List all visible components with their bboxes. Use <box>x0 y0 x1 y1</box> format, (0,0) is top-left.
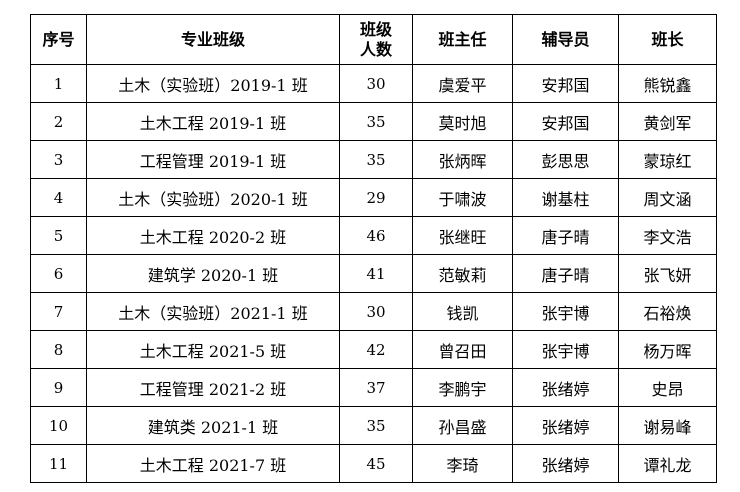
cell-class-name: 土木工程 2019-1 班 <box>86 102 340 141</box>
cell-head-teacher: 张炳晖 <box>412 140 513 179</box>
cell-class-count: 35 <box>339 140 413 179</box>
header-row: 序号 专业班级 班级 人数 班主任 辅导员 班长 <box>30 14 717 65</box>
cell-seq: 7 <box>30 292 87 331</box>
table-row: 8 土木工程 2021-5 班 42 曾召田 张宇博 杨万晖 <box>30 330 717 369</box>
cell-seq: 5 <box>30 216 87 255</box>
cell-class-name: 土木（实验班）2021-1 班 <box>86 292 340 331</box>
cell-head-teacher: 钱凯 <box>412 292 513 331</box>
cell-class-count: 35 <box>339 406 413 445</box>
table-row: 7 土木（实验班）2021-1 班 30 钱凯 张宇博 石裕焕 <box>30 292 717 331</box>
header-counselor: 辅导员 <box>512 14 619 65</box>
cell-class-count: 30 <box>339 64 413 103</box>
table-row: 9 工程管理 2021-2 班 37 李鹏宇 张绪婷 史昂 <box>30 368 717 407</box>
cell-counselor: 张宇博 <box>512 330 619 369</box>
header-seq: 序号 <box>30 14 87 65</box>
header-class-count-line2: 人数 <box>359 39 392 59</box>
cell-monitor: 谭礼龙 <box>618 444 717 483</box>
class-roster-table: 序号 专业班级 班级 人数 班主任 辅导员 班长 1 土木（实验班）2019-1… <box>30 14 717 483</box>
cell-head-teacher: 李琦 <box>412 444 513 483</box>
cell-monitor: 谢易峰 <box>618 406 717 445</box>
cell-head-teacher: 于啸波 <box>412 178 513 217</box>
cell-class-name: 建筑类 2021-1 班 <box>86 406 340 445</box>
header-class-count: 班级 人数 <box>339 14 413 65</box>
cell-class-count: 30 <box>339 292 413 331</box>
cell-counselor: 张宇博 <box>512 292 619 331</box>
cell-class-count: 42 <box>339 330 413 369</box>
cell-class-name: 土木（实验班）2019-1 班 <box>86 64 340 103</box>
cell-seq: 11 <box>30 444 87 483</box>
cell-head-teacher: 孙昌盛 <box>412 406 513 445</box>
cell-head-teacher: 莫时旭 <box>412 102 513 141</box>
cell-counselor: 张绪婷 <box>512 368 619 407</box>
table-body: 1 土木（实验班）2019-1 班 30 虞爱平 安邦国 熊锐鑫 2 土木工程 … <box>30 64 717 483</box>
cell-class-name: 土木工程 2021-5 班 <box>86 330 340 369</box>
cell-head-teacher: 虞爱平 <box>412 64 513 103</box>
header-class-count-line1: 班级 <box>359 19 392 39</box>
cell-class-name: 建筑学 2020-1 班 <box>86 254 340 293</box>
cell-counselor: 安邦国 <box>512 102 619 141</box>
cell-class-name: 土木工程 2020-2 班 <box>86 216 340 255</box>
table-row: 5 土木工程 2020-2 班 46 张继旺 唐子晴 李文浩 <box>30 216 717 255</box>
cell-head-teacher: 曾召田 <box>412 330 513 369</box>
cell-class-name: 土木（实验班）2020-1 班 <box>86 178 340 217</box>
cell-monitor: 石裕焕 <box>618 292 717 331</box>
header-monitor: 班长 <box>618 14 717 65</box>
table-header: 序号 专业班级 班级 人数 班主任 辅导员 班长 <box>30 14 717 65</box>
cell-seq: 1 <box>30 64 87 103</box>
cell-head-teacher: 范敏莉 <box>412 254 513 293</box>
cell-monitor: 张飞妍 <box>618 254 717 293</box>
cell-seq: 8 <box>30 330 87 369</box>
cell-class-count: 29 <box>339 178 413 217</box>
cell-monitor: 黄剑军 <box>618 102 717 141</box>
cell-seq: 3 <box>30 140 87 179</box>
table-row: 1 土木（实验班）2019-1 班 30 虞爱平 安邦国 熊锐鑫 <box>30 64 717 103</box>
cell-counselor: 谢基柱 <box>512 178 619 217</box>
table-row: 11 土木工程 2021-7 班 45 李琦 张绪婷 谭礼龙 <box>30 444 717 483</box>
cell-counselor: 张绪婷 <box>512 444 619 483</box>
header-head-teacher: 班主任 <box>412 14 513 65</box>
cell-class-name: 土木工程 2021-7 班 <box>86 444 340 483</box>
cell-monitor: 杨万晖 <box>618 330 717 369</box>
cell-head-teacher: 张继旺 <box>412 216 513 255</box>
cell-seq: 10 <box>30 406 87 445</box>
cell-monitor: 蒙琼红 <box>618 140 717 179</box>
cell-seq: 4 <box>30 178 87 217</box>
cell-counselor: 唐子晴 <box>512 254 619 293</box>
cell-seq: 9 <box>30 368 87 407</box>
header-class-name: 专业班级 <box>86 14 340 65</box>
cell-class-count: 37 <box>339 368 413 407</box>
cell-monitor: 周文涵 <box>618 178 717 217</box>
cell-class-count: 41 <box>339 254 413 293</box>
cell-class-name: 工程管理 2021-2 班 <box>86 368 340 407</box>
cell-counselor: 张绪婷 <box>512 406 619 445</box>
table-row: 10 建筑类 2021-1 班 35 孙昌盛 张绪婷 谢易峰 <box>30 406 717 445</box>
table-row: 2 土木工程 2019-1 班 35 莫时旭 安邦国 黄剑军 <box>30 102 717 141</box>
cell-monitor: 李文浩 <box>618 216 717 255</box>
cell-class-count: 46 <box>339 216 413 255</box>
cell-seq: 6 <box>30 254 87 293</box>
cell-class-name: 工程管理 2019-1 班 <box>86 140 340 179</box>
cell-counselor: 唐子晴 <box>512 216 619 255</box>
table-row: 6 建筑学 2020-1 班 41 范敏莉 唐子晴 张飞妍 <box>30 254 717 293</box>
cell-class-count: 45 <box>339 444 413 483</box>
table-row: 3 工程管理 2019-1 班 35 张炳晖 彭思思 蒙琼红 <box>30 140 717 179</box>
table-row: 4 土木（实验班）2020-1 班 29 于啸波 谢基柱 周文涵 <box>30 178 717 217</box>
cell-head-teacher: 李鹏宇 <box>412 368 513 407</box>
cell-monitor: 熊锐鑫 <box>618 64 717 103</box>
cell-counselor: 彭思思 <box>512 140 619 179</box>
cell-counselor: 安邦国 <box>512 64 619 103</box>
cell-seq: 2 <box>30 102 87 141</box>
cell-monitor: 史昂 <box>618 368 717 407</box>
cell-class-count: 35 <box>339 102 413 141</box>
